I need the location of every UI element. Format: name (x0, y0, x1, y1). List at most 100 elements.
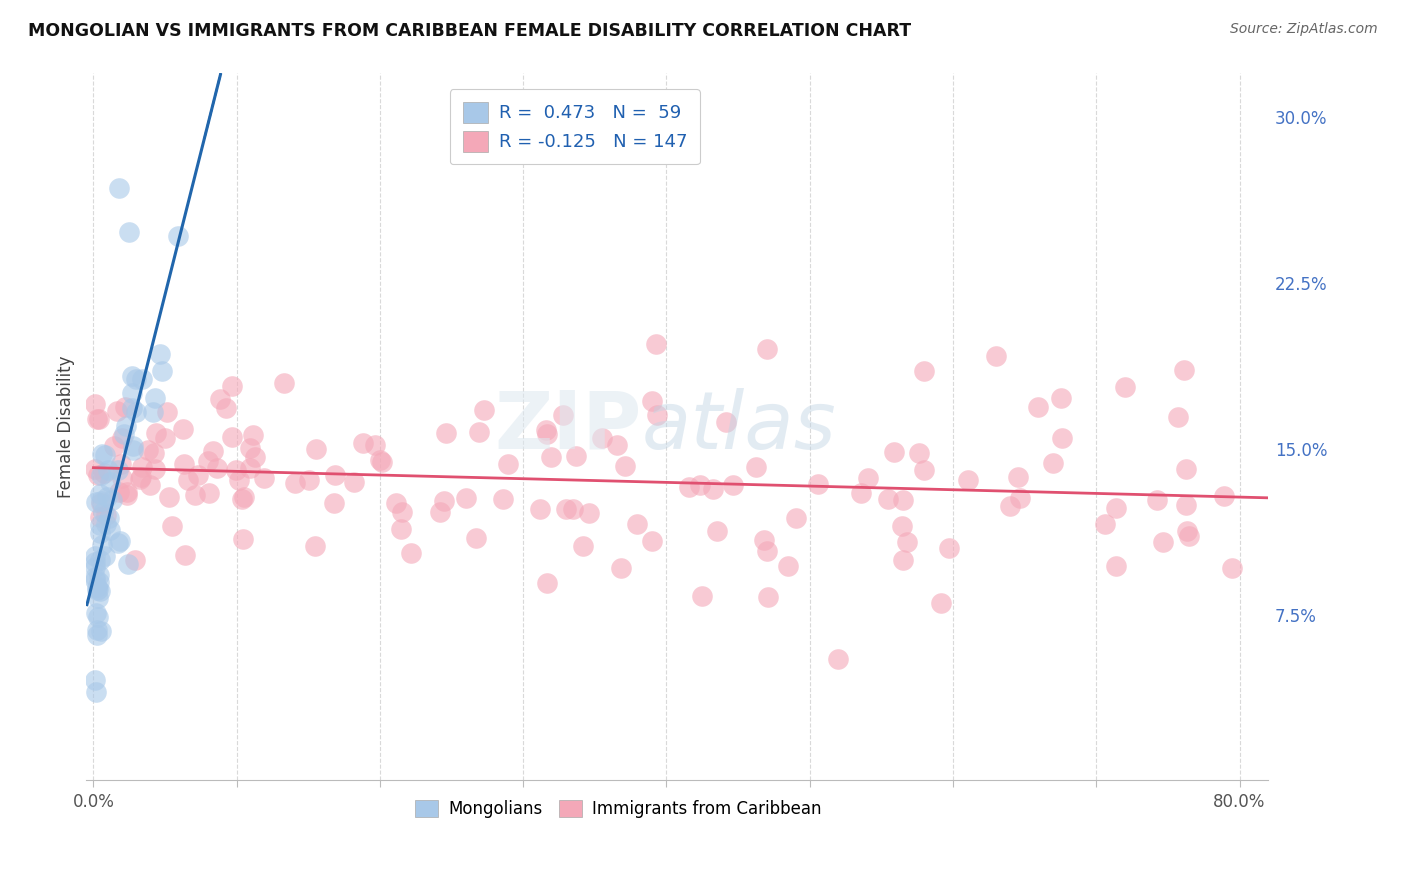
Point (112, 426, 135, 441)
Point (94, 508, 117, 523)
Point (678, 480, 700, 494)
Point (1105, 559, 1128, 574)
Point (118, 225, 141, 239)
Point (91, 538, 114, 552)
Point (540, 450, 562, 464)
Text: ZIP: ZIP (495, 388, 641, 466)
Point (91, 505, 114, 519)
Point (94, 448, 117, 462)
Point (129, 470, 152, 484)
Point (456, 491, 478, 505)
Point (1114, 380, 1136, 394)
Point (891, 553, 914, 567)
Point (561, 501, 583, 516)
Point (83, 462, 105, 476)
Point (89, 510, 111, 524)
Point (97, 511, 120, 525)
Point (141, 404, 163, 418)
Point (1175, 498, 1198, 512)
Point (491, 491, 513, 506)
Point (614, 458, 637, 473)
Point (105, 404, 128, 418)
Point (89, 574, 111, 589)
Point (83, 549, 105, 564)
Point (364, 438, 387, 452)
Point (856, 471, 879, 485)
Point (232, 532, 254, 546)
Point (100, 493, 122, 508)
Point (343, 475, 366, 490)
Point (529, 502, 551, 516)
Point (84, 606, 107, 620)
Point (129, 472, 152, 486)
Point (1105, 500, 1128, 515)
Point (242, 428, 264, 442)
Point (352, 436, 374, 450)
Point (152, 364, 174, 378)
Point (87, 591, 110, 606)
Point (283, 476, 305, 491)
Point (891, 518, 914, 533)
Point (228, 473, 250, 487)
Point (640, 533, 662, 548)
Point (115, 419, 138, 434)
Point (97, 462, 120, 476)
Point (125, 405, 148, 419)
Point (89, 553, 111, 567)
Point (304, 539, 326, 553)
Point (91, 447, 114, 461)
Point (177, 473, 200, 487)
Point (1175, 524, 1198, 539)
Point (83, 555, 105, 569)
Point (122, 442, 145, 457)
Point (645, 336, 668, 351)
Point (103, 439, 125, 453)
Point (124, 553, 146, 567)
Point (87, 582, 110, 597)
Point (83, 559, 105, 574)
Point (121, 386, 143, 401)
Point (86, 583, 108, 598)
Point (591, 431, 613, 445)
Point (96, 490, 118, 504)
Point (86, 628, 108, 642)
Point (145, 426, 167, 441)
Point (785, 511, 807, 525)
Point (1174, 462, 1197, 476)
Point (399, 546, 422, 560)
Point (606, 437, 628, 451)
Point (90, 496, 112, 510)
Point (98, 523, 121, 537)
Point (938, 541, 960, 555)
Point (205, 461, 228, 475)
Point (156, 404, 179, 418)
Point (84, 494, 107, 508)
Point (174, 548, 197, 562)
Point (221, 379, 243, 393)
Point (215, 401, 238, 415)
Point (233, 490, 256, 504)
Point (115, 485, 138, 500)
Point (83, 570, 105, 584)
Point (912, 463, 935, 477)
Point (239, 461, 262, 475)
Point (131, 372, 153, 386)
Legend: Mongolians, Immigrants from Caribbean: Mongolians, Immigrants from Caribbean (408, 794, 828, 825)
Point (755, 343, 778, 357)
Point (467, 425, 489, 439)
Point (89, 526, 111, 541)
Point (231, 492, 253, 507)
Point (702, 482, 724, 496)
Point (149, 347, 172, 361)
Point (298, 473, 321, 487)
Point (117, 488, 139, 502)
Text: atlas: atlas (641, 388, 837, 466)
Point (253, 471, 276, 485)
Point (429, 505, 451, 519)
Point (536, 575, 558, 590)
Point (117, 557, 139, 571)
Point (626, 517, 648, 532)
Point (464, 531, 486, 545)
Point (83, 673, 105, 688)
Point (90, 494, 112, 508)
